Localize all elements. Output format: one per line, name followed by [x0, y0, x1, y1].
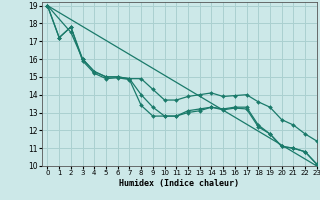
X-axis label: Humidex (Indice chaleur): Humidex (Indice chaleur): [119, 179, 239, 188]
